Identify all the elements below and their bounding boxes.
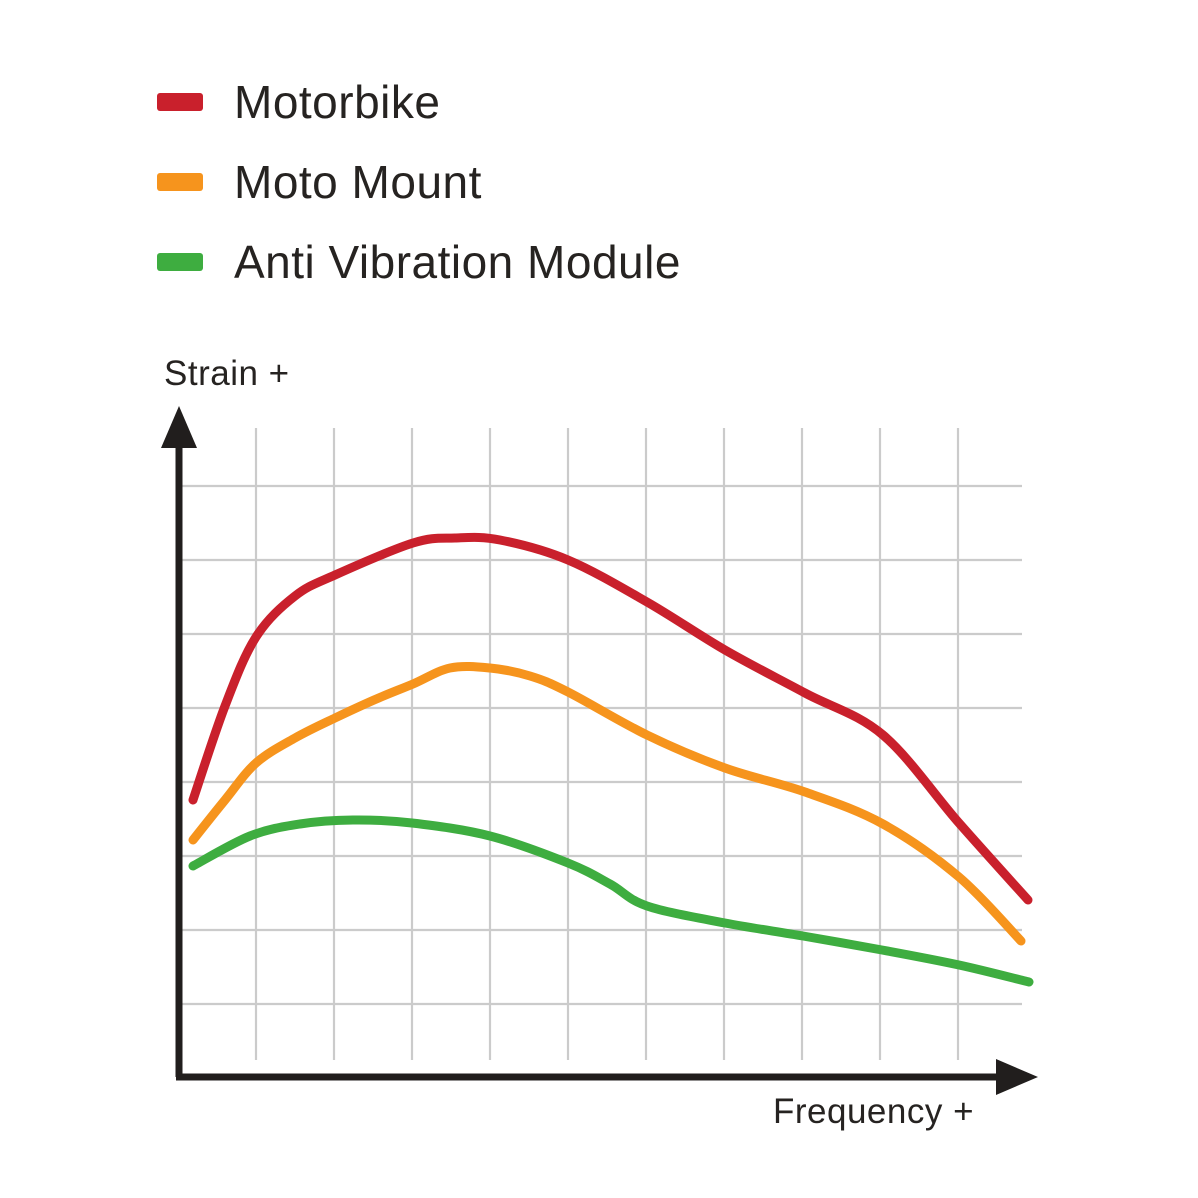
moto-mount-swatch-icon xyxy=(157,173,203,191)
legend-item-motorbike: Motorbike xyxy=(157,72,681,132)
legend-item-moto-mount: Moto Mount xyxy=(157,152,681,212)
x-axis-label: Frequency + xyxy=(773,1092,975,1131)
x-axis-arrow-icon xyxy=(996,1059,1038,1095)
y-axis-arrow-icon xyxy=(161,406,197,448)
curve-moto-mount xyxy=(188,661,1026,946)
legend-label-anti-vibration-module: Anti Vibration Module xyxy=(234,236,681,288)
motorbike-swatch-icon xyxy=(157,93,203,111)
legend-label-moto-mount: Moto Mount xyxy=(234,156,482,208)
legend: Motorbike Moto Mount Anti Vibration Modu… xyxy=(157,72,681,292)
legend-item-anti-vibration-module: Anti Vibration Module xyxy=(157,232,681,292)
curve-anti-vibration-module xyxy=(188,815,1034,987)
y-axis-label: Strain + xyxy=(164,354,290,393)
legend-label-motorbike: Motorbike xyxy=(234,76,441,128)
curve-motorbike xyxy=(188,532,1033,905)
anti-vibration-module-swatch-icon xyxy=(157,253,203,271)
